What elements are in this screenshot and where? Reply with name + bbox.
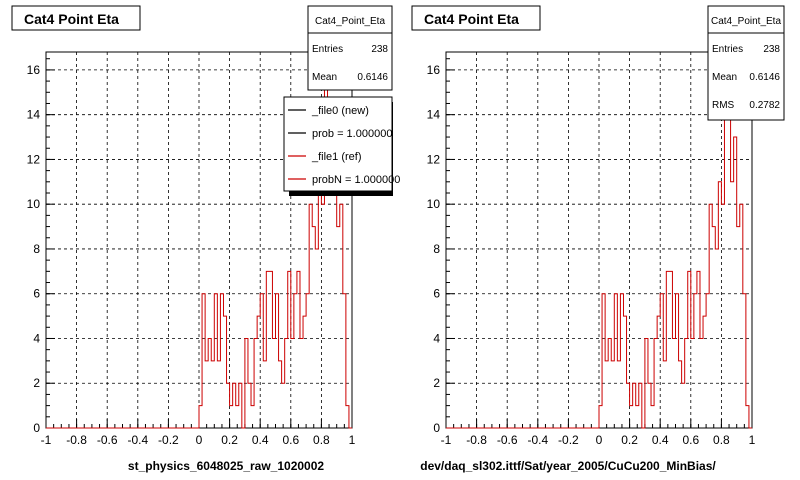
right-xtick-0: -1 bbox=[441, 433, 452, 447]
right-stats-title: Cat4_Point_Eta bbox=[711, 16, 781, 27]
right-xtick-5: 0 bbox=[596, 433, 603, 447]
right-stats-entries-label: Entries bbox=[712, 44, 743, 55]
right-stats-entries-value: 238 bbox=[763, 44, 780, 55]
legend-entry-ref: _file1 (ref) bbox=[311, 151, 362, 163]
legend-entry-prob: prob = 1.000000 bbox=[312, 128, 392, 140]
right-stats-rms-label: RMS bbox=[712, 100, 735, 111]
left-xtick-0: -1 bbox=[41, 433, 52, 447]
right-stats-frame bbox=[707, 5, 785, 121]
right-histograms bbox=[446, 69, 752, 429]
left-axis-ticks bbox=[45, 58, 353, 429]
right-xtick-8: 0.6 bbox=[682, 433, 699, 447]
right-title-box bbox=[411, 5, 541, 31]
left-panel: Cat4 Point Eta 0 2 4 6 8 10 12 14 16 -1 … bbox=[11, 5, 400, 473]
left-xtick-4: -0.2 bbox=[158, 433, 179, 447]
right-xtick-6: 0.2 bbox=[621, 433, 638, 447]
right-xtick-2: -0.6 bbox=[497, 433, 518, 447]
left-stats-entries-label: Entries bbox=[312, 44, 343, 55]
right-xtick-7: 0.4 bbox=[652, 433, 669, 447]
left-ytick-4: 8 bbox=[33, 242, 40, 256]
right-ytick-4: 8 bbox=[433, 242, 440, 256]
right-series-0 bbox=[446, 69, 752, 429]
right-xtick-9: 0.8 bbox=[713, 433, 730, 447]
left-title-box bbox=[11, 5, 141, 31]
left-stats-frame bbox=[307, 5, 393, 91]
right-xtick-10: 1 bbox=[749, 433, 756, 447]
right-ytick-7: 14 bbox=[427, 108, 441, 122]
right-stats-mean-value: 0.6146 bbox=[749, 72, 780, 83]
left-stats-box: Cat4_Point_Eta Entries 238 Mean 0.6146 bbox=[307, 5, 393, 91]
left-ytick-5: 10 bbox=[27, 197, 41, 211]
left-legend: _file0 (new) prob = 1.000000 _file1 (ref… bbox=[283, 96, 400, 196]
right-title: Cat4 Point Eta bbox=[424, 11, 519, 27]
left-ytick-6: 12 bbox=[27, 152, 41, 166]
left-xtick-9: 0.8 bbox=[313, 433, 330, 447]
right-stats-mean-label: Mean bbox=[712, 72, 737, 83]
right-x-axis-label: dev/daq_sl302.ittf/Sat/year_2005/CuCu200… bbox=[420, 459, 716, 473]
left-stats-entries-value: 238 bbox=[371, 44, 388, 55]
right-ytick-5: 10 bbox=[427, 197, 441, 211]
left-xtick-3: -0.4 bbox=[127, 433, 148, 447]
right-ytick-8: 16 bbox=[427, 63, 441, 77]
left-ytick-2: 4 bbox=[33, 331, 40, 345]
left-stats-mean-value: 0.6146 bbox=[357, 72, 388, 83]
right-xtick-1: -0.8 bbox=[466, 433, 487, 447]
right-xtick-4: -0.2 bbox=[558, 433, 579, 447]
left-x-axis-label: st_physics_6048025_raw_1020002 bbox=[128, 459, 324, 473]
right-y-tick-labels: 0 2 4 6 8 10 12 14 16 bbox=[427, 63, 441, 435]
left-xtick-6: 0.2 bbox=[221, 433, 238, 447]
left-xtick-8: 0.6 bbox=[282, 433, 299, 447]
right-stats-box: Cat4_Point_Eta Entries 238 Mean 0.6146 R… bbox=[707, 5, 785, 121]
right-xtick-3: -0.4 bbox=[527, 433, 548, 447]
left-x-tick-labels: -1 -0.8 -0.6 -0.4 -0.2 0 0.2 0.4 0.6 0.8… bbox=[41, 433, 356, 447]
right-ytick-6: 12 bbox=[427, 152, 441, 166]
left-ytick-3: 6 bbox=[33, 287, 40, 301]
left-xtick-5: 0 bbox=[196, 433, 203, 447]
left-ytick-0: 0 bbox=[33, 421, 40, 435]
legend-entry-new: _file0 (new) bbox=[311, 105, 369, 117]
left-legend-frame bbox=[283, 96, 393, 192]
left-xtick-1: -0.8 bbox=[66, 433, 87, 447]
left-series-1 bbox=[46, 69, 352, 429]
right-ytick-1: 2 bbox=[433, 376, 440, 390]
left-ytick-8: 16 bbox=[27, 63, 41, 77]
left-stats-title: Cat4_Point_Eta bbox=[315, 16, 385, 27]
left-y-tick-labels: 0 2 4 6 8 10 12 14 16 bbox=[27, 63, 41, 435]
right-x-tick-labels: -1 -0.8 -0.6 -0.4 -0.2 0 0.2 0.4 0.6 0.8… bbox=[441, 433, 756, 447]
left-title: Cat4 Point Eta bbox=[24, 11, 119, 27]
right-ytick-0: 0 bbox=[433, 421, 440, 435]
right-stats-rms-value: 0.2782 bbox=[749, 100, 780, 111]
left-xtick-7: 0.4 bbox=[252, 433, 269, 447]
right-grid bbox=[446, 52, 752, 428]
right-ytick-3: 6 bbox=[433, 287, 440, 301]
left-stats-mean-label: Mean bbox=[312, 72, 337, 83]
left-xtick-10: 1 bbox=[349, 433, 356, 447]
left-ytick-1: 2 bbox=[33, 376, 40, 390]
legend-entry-probn: probN = 1.000000 bbox=[312, 174, 400, 186]
right-ytick-2: 4 bbox=[433, 331, 440, 345]
right-panel: Cat4 Point Eta 0 2 4 6 8 10 12 14 16 -1 … bbox=[411, 5, 785, 473]
left-histograms bbox=[46, 69, 352, 429]
left-xtick-2: -0.6 bbox=[97, 433, 118, 447]
left-ytick-7: 14 bbox=[27, 108, 41, 122]
